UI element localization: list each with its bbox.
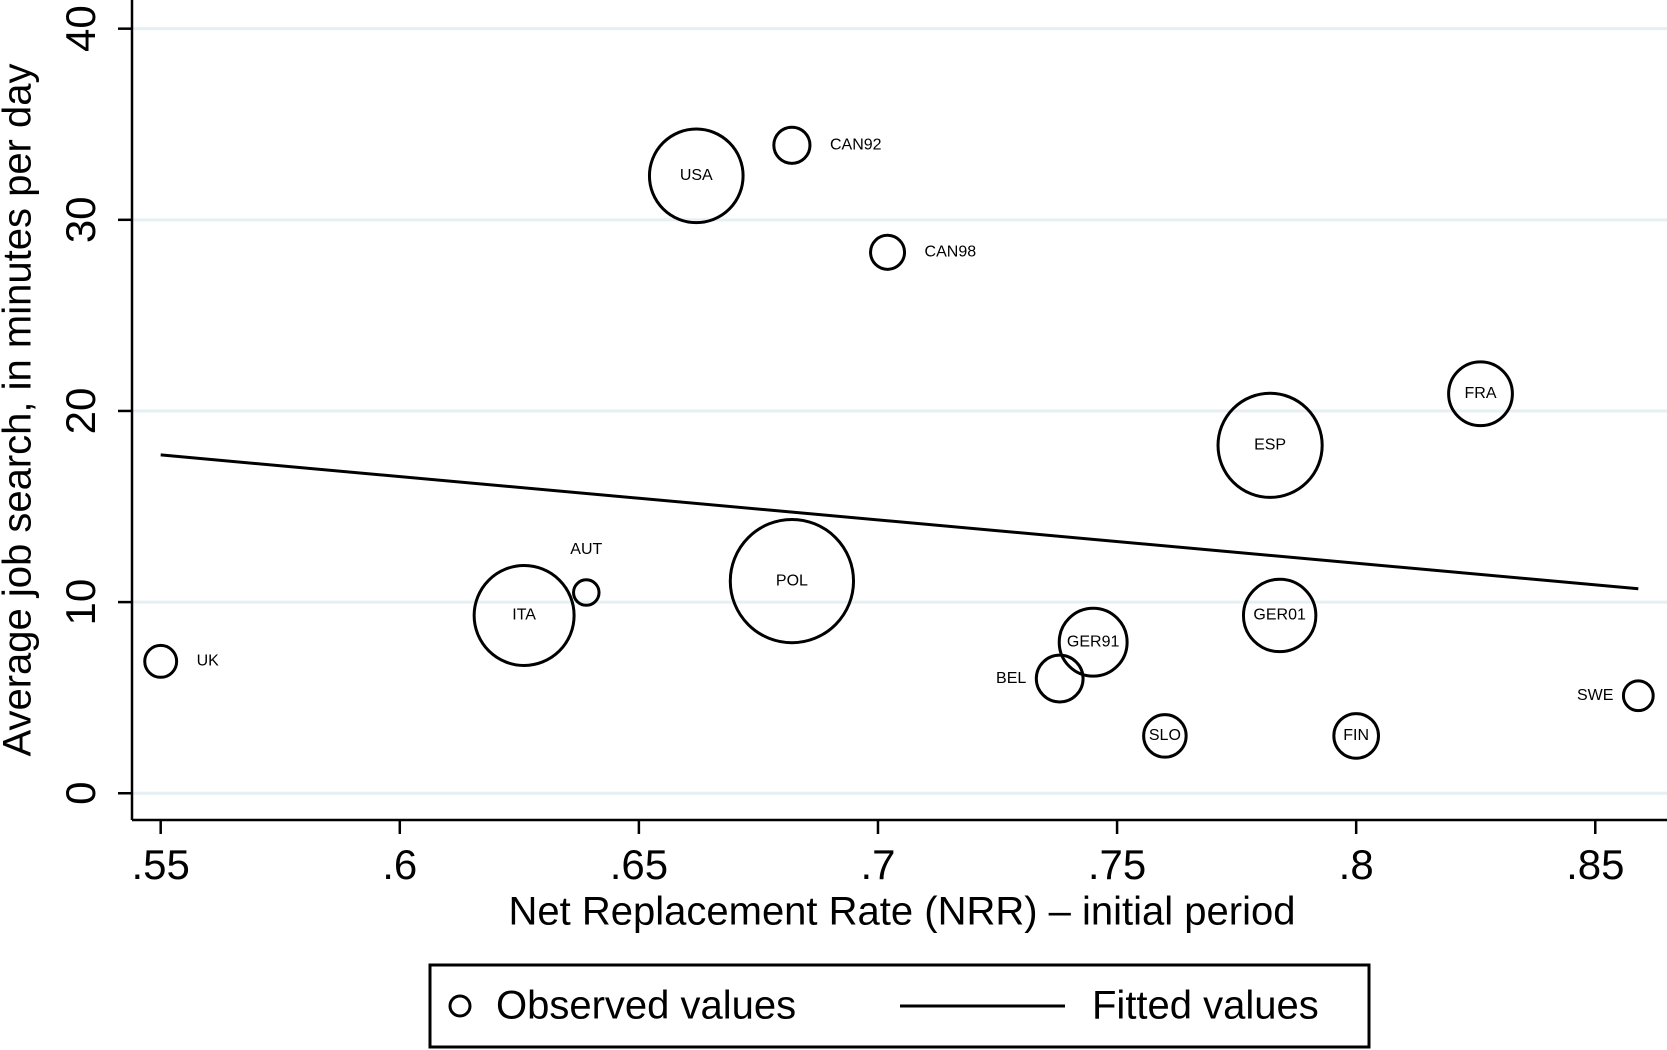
bubble (728, 517, 856, 645)
point-label: SLO (1149, 727, 1181, 744)
x-tick-label: .75 (1088, 841, 1146, 888)
point-label: FRA (1465, 385, 1497, 402)
bubble (772, 125, 812, 165)
y-tick-label: 30 (57, 196, 104, 243)
bubble (1142, 713, 1188, 759)
legend-marker (448, 994, 472, 1018)
x-tick-label: .55 (131, 841, 189, 888)
y-tick-label: 10 (57, 579, 104, 626)
x-tick-label: .65 (610, 841, 668, 888)
y-tick-label: 0 (57, 782, 104, 805)
bubble (1034, 653, 1085, 704)
point-label: AUT (570, 541, 602, 558)
x-axis-title: Net Replacement Rate (NRR) – initial per… (509, 890, 1296, 934)
bubble (647, 127, 745, 225)
legend-label: Observed values (496, 984, 796, 1028)
bubble (1057, 606, 1129, 678)
bubble (869, 233, 907, 271)
y-axis-title: Average job search, in minutes per day (0, 64, 40, 757)
legend-label: Fitted values (1092, 984, 1319, 1028)
point-label: UK (197, 653, 220, 670)
x-tick-label: .7 (860, 841, 895, 888)
bubble (472, 564, 576, 667)
y-tick-label: 20 (57, 388, 104, 435)
fitted-line (160, 453, 1639, 591)
bubble (143, 643, 179, 679)
point-label: GER91 (1067, 633, 1120, 650)
point-label: USA (680, 167, 713, 184)
bubble (572, 578, 601, 607)
point-label: ITA (512, 607, 536, 624)
x-tick-label: .6 (382, 841, 417, 888)
bubble (1241, 577, 1318, 654)
point-label: GER01 (1253, 607, 1306, 624)
bubble (1447, 360, 1514, 428)
bubble (1216, 391, 1324, 499)
point-label: CAN92 (830, 136, 882, 153)
x-tick-label: .8 (1339, 841, 1374, 888)
bubble (1621, 679, 1655, 713)
point-label: SWE (1577, 687, 1613, 704)
point-label: BEL (996, 670, 1026, 687)
y-tick-label: 40 (57, 5, 104, 52)
x-tick-label: .85 (1566, 841, 1624, 888)
bubble (1332, 712, 1380, 760)
point-label: FIN (1343, 727, 1369, 744)
point-label: CAN98 (925, 244, 977, 261)
point-label: POL (776, 572, 808, 589)
legend-box (428, 963, 1371, 1049)
point-label: ESP (1254, 437, 1286, 454)
